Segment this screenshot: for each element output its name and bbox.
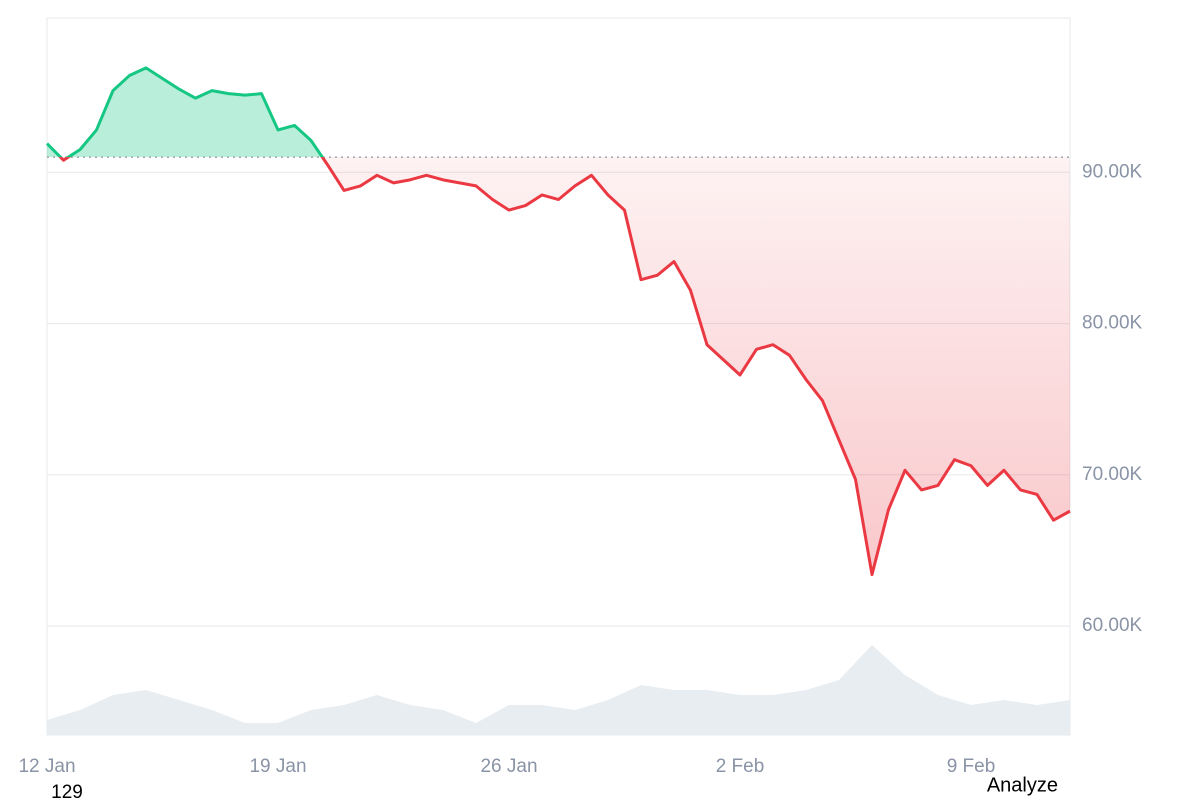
x-tick-label: 9 Feb [947, 756, 996, 777]
x-tick-label: 12 Jan [18, 756, 75, 777]
footer-number: 129 [51, 782, 83, 800]
analyze-button[interactable]: Analyze [987, 774, 1058, 796]
area-up [47, 67, 323, 158]
y-tick-label: 60.00K [1082, 615, 1143, 636]
price-line-down [58, 157, 1071, 577]
price-line-up [45, 66, 325, 158]
volume-area [47, 645, 1070, 735]
area-down [47, 157, 1070, 575]
x-tick-label: 26 Jan [480, 756, 537, 777]
y-tick-label: 80.00K [1082, 313, 1143, 334]
y-tick-label: 90.00K [1082, 161, 1143, 182]
x-tick-label: 2 Feb [716, 756, 765, 777]
y-tick-label: 70.00K [1082, 464, 1143, 485]
x-tick-label: 19 Jan [249, 756, 306, 777]
